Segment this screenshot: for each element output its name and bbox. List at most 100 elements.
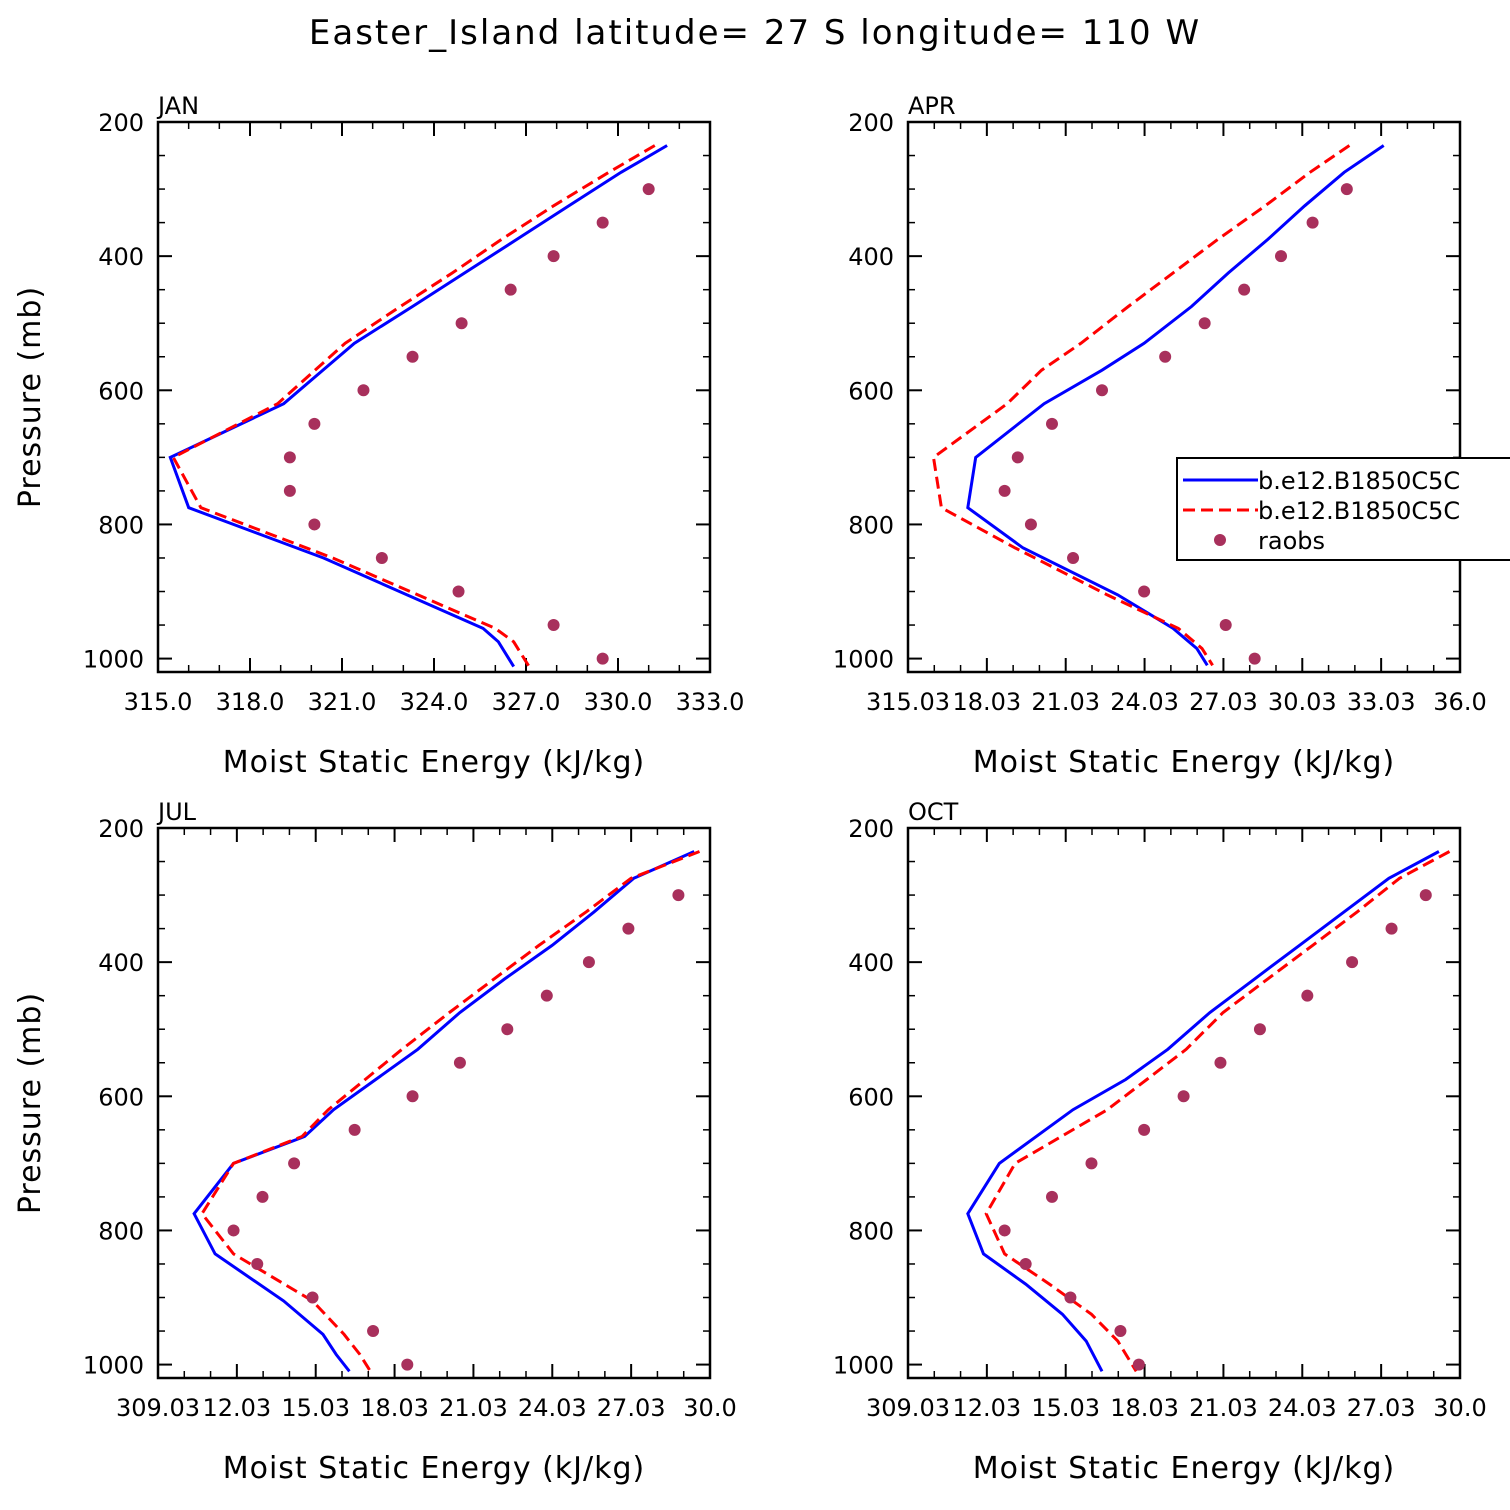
raobs-point	[1045, 1190, 1058, 1203]
raobs-point	[1064, 1291, 1077, 1304]
x-tick-label: 18.03	[1110, 1394, 1179, 1422]
x-tick-label: 21.03	[1189, 1394, 1258, 1422]
raobs-point	[227, 1224, 240, 1237]
raobs-point	[547, 250, 560, 263]
legend-label: b.e12.B1850C5C	[1258, 497, 1460, 525]
plot-frame	[156, 826, 712, 1380]
raobs-point	[1138, 585, 1151, 598]
y-tick-label: 200	[98, 815, 144, 843]
raobs-point	[642, 183, 655, 196]
raobs-point	[501, 1023, 514, 1036]
y-tick-label: 400	[848, 949, 894, 977]
y-axis-title: Pressure (mb)	[13, 992, 48, 1214]
x-tick-label: 318.0	[216, 688, 285, 716]
raobs-point	[1346, 956, 1359, 969]
raobs-point	[256, 1190, 269, 1203]
panel-jan: 315.0 318.0 321.0 324.0 327.0 330.0 333.0 200 40…	[13, 92, 744, 780]
series-line-blue-solid	[966, 850, 1440, 1372]
y-tick-label: 1000	[833, 1352, 894, 1380]
x-axis-title: Moist Static Energy (kJ/kg)	[973, 745, 1396, 780]
panel-title: JUL	[156, 798, 197, 826]
legend-label: raobs	[1258, 527, 1325, 555]
raobs-point	[1214, 1056, 1227, 1069]
raobs-point	[1096, 384, 1109, 397]
x-tick-label: 333.0	[676, 688, 745, 716]
raobs-point	[283, 451, 296, 464]
x-tick-label: 24.03	[1110, 688, 1179, 716]
x-tick-label: 24.03	[1268, 1394, 1337, 1422]
x-tick-label: 315.03	[866, 688, 950, 716]
raobs-point	[306, 1291, 319, 1304]
x-tick-label: 309.03	[116, 1394, 200, 1422]
figure-title: Easter_Island latitude= 27 S longitude= …	[309, 13, 1201, 53]
raobs-point	[406, 350, 419, 363]
y-tick-label: 800	[98, 1217, 144, 1245]
legend-label: b.e12.B1850C5C	[1258, 467, 1460, 495]
x-tick-label: 21.03	[439, 1394, 508, 1422]
raobs-point	[1306, 216, 1319, 229]
x-tick-label: 315.0	[124, 688, 193, 716]
x-tick-label: 327.0	[492, 688, 561, 716]
y-tick-label: 200	[848, 109, 894, 137]
panel-title: OCT	[908, 798, 959, 826]
y-tick-label: 800	[848, 511, 894, 539]
series-line-blue-solid	[168, 144, 668, 668]
x-axis-title: Moist Static Energy (kJ/kg)	[223, 745, 646, 780]
y-tick-label: 800	[848, 1217, 894, 1245]
panel-title: APR	[908, 92, 956, 120]
raobs-point	[1159, 350, 1172, 363]
raobs-point	[1301, 989, 1314, 1002]
y-tick-label: 400	[98, 949, 144, 977]
panel-jul: 309.03 12.03 15.03 18.03 21.03 24.03 27.03 30.0…	[13, 798, 737, 1486]
x-tick-label: 36.0	[1433, 688, 1486, 716]
raobs-point	[1219, 619, 1232, 632]
plot-frame	[156, 120, 712, 674]
x-tick-label: 12.03	[952, 1394, 1021, 1422]
y-axis-title: Pressure (mb)	[13, 286, 48, 508]
y-tick-label: 1000	[83, 646, 144, 674]
raobs-point	[622, 922, 635, 935]
panel-apr: 315.03 18.03 21.03 24.03 27.03 30.03 33.03 36.0…	[833, 92, 1487, 780]
x-tick-label: 15.03	[281, 1394, 350, 1422]
y-tick-label: 600	[98, 1083, 144, 1111]
x-tick-label: 324.0	[400, 688, 469, 716]
raobs-point	[1138, 1123, 1151, 1136]
x-tick-label: 27.03	[1347, 1394, 1416, 1422]
raobs-point	[308, 518, 321, 531]
raobs-point	[452, 585, 465, 598]
x-axis-title: Moist Static Energy (kJ/kg)	[223, 1451, 646, 1486]
x-tick-label: 33.03	[1347, 688, 1416, 716]
raobs-point	[251, 1257, 264, 1270]
raobs-point	[1253, 1023, 1266, 1036]
raobs-point	[1248, 652, 1261, 665]
panels: 315.0 318.0 321.0 324.0 327.0 330.0 333.020040…	[13, 92, 1487, 1486]
raobs-point	[1177, 1090, 1190, 1103]
raobs-point	[1011, 451, 1024, 464]
x-tick-label: 24.03	[518, 1394, 587, 1422]
raobs-point	[308, 417, 321, 430]
panel-title: JAN	[156, 92, 199, 120]
raobs-point	[1238, 283, 1251, 296]
raobs-point	[1385, 922, 1398, 935]
x-tick-label: 18.03	[952, 688, 1021, 716]
y-tick-label: 1000	[833, 646, 894, 674]
raobs-point	[1067, 551, 1080, 564]
x-tick-label: 12.03	[202, 1394, 271, 1422]
x-tick-label: 21.03	[1031, 688, 1100, 716]
series-line-blue-solid	[192, 850, 695, 1373]
legend-box	[1176, 457, 1510, 561]
y-tick-label: 800	[98, 511, 144, 539]
raobs-point	[367, 1325, 380, 1338]
raobs-point	[1275, 250, 1288, 263]
raobs-point	[1045, 417, 1058, 430]
legend-marker-dot	[1214, 534, 1226, 546]
raobs-point	[453, 1056, 466, 1069]
raobs-point	[1024, 518, 1037, 531]
raobs-point	[348, 1123, 361, 1136]
raobs-point	[596, 216, 609, 229]
x-tick-label: 15.03	[1031, 1394, 1100, 1422]
y-tick-label: 400	[848, 243, 894, 271]
raobs-point	[540, 989, 553, 1002]
raobs-point	[357, 384, 370, 397]
